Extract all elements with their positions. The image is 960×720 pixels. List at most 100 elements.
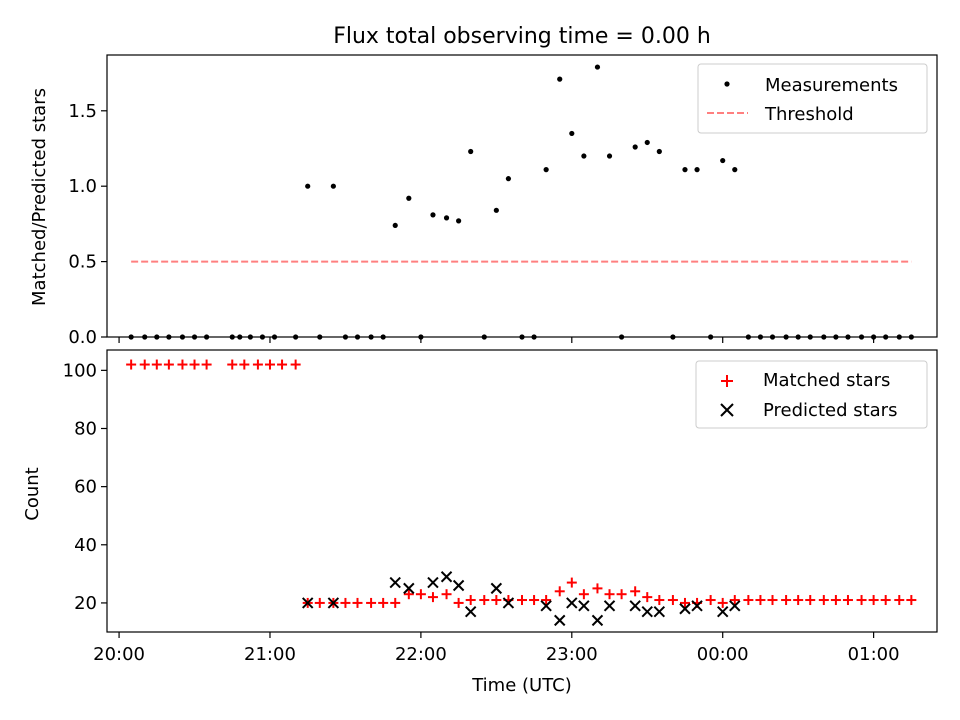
- bottom-axes-frame: [106, 349, 938, 633]
- matched-stars-point: [630, 586, 641, 597]
- matched-stars-point: [566, 577, 577, 588]
- matched-stars-point: [654, 595, 665, 606]
- bottom-plot-area: [126, 359, 917, 627]
- top-y-tick-label: 1.0: [68, 176, 97, 197]
- bottom-y-axis-label: Count: [22, 467, 43, 520]
- bottom-x-ticks: 20:00 21:00 22:00 23:00 00:00 01:00: [93, 632, 900, 665]
- top-y-tick-label: 0.5: [68, 252, 97, 273]
- measurement-point: [682, 167, 688, 173]
- predicted-stars-point: [427, 576, 439, 589]
- matched-stars-point: [729, 595, 740, 606]
- matched-stars-point: [227, 359, 238, 370]
- measurement-point: [644, 139, 650, 146]
- matched-stars-point: [252, 359, 263, 370]
- matched-stars-point: [743, 595, 754, 606]
- x-stroke: [464, 605, 477, 618]
- legend-matched-marker: [721, 375, 733, 387]
- matched-stars-point: [378, 597, 389, 608]
- matched-stars-point: [856, 595, 867, 606]
- matched-stars-point: [805, 595, 816, 606]
- predicted-stars-point: [717, 605, 729, 618]
- x-stroke: [452, 579, 465, 592]
- predicted-stars-point: [490, 582, 503, 595]
- measurement-point: [505, 176, 512, 182]
- matched-stars-point: [642, 592, 653, 603]
- x-stroke: [653, 605, 666, 618]
- predicted-stars-point: [502, 597, 515, 609]
- predicted-stars-point: [591, 614, 604, 627]
- measurement-point: [456, 218, 462, 224]
- predicted-stars-point: [566, 597, 578, 609]
- matched-stars-point: [415, 589, 426, 600]
- matched-stars-point: [441, 589, 452, 600]
- top-axes-frame: [106, 54, 938, 338]
- measurement-point: [543, 167, 549, 173]
- bottom-panel: 20 40 60 80 100 20:00 21:00 22:00 23:00 00:00 01:…: [22, 349, 938, 696]
- matched-stars-point: [717, 597, 728, 608]
- top-x-tick-marks: [118, 337, 875, 343]
- matched-stars-point: [163, 359, 174, 370]
- measurement-point: [656, 148, 662, 155]
- legend-measurements-marker: [724, 81, 730, 87]
- predicted-stars-point: [302, 597, 314, 609]
- bottom-x-tick-label: 01:00: [848, 644, 900, 665]
- matched-stars-point: [491, 595, 502, 606]
- predicted-stars-point: [327, 597, 340, 609]
- x-stroke: [554, 614, 566, 627]
- measurement-point: [720, 157, 726, 164]
- matched-stars-point: [340, 597, 351, 608]
- predicted-stars-point: [578, 600, 590, 612]
- matched-stars-point: [667, 595, 678, 606]
- measurement-point: [594, 64, 601, 70]
- legend-threshold-label: Threshold: [764, 104, 854, 125]
- x-stroke: [691, 600, 703, 612]
- matched-stars-point: [616, 589, 627, 600]
- predicted-stars-point: [554, 614, 566, 627]
- matched-stars-point: [427, 592, 438, 603]
- x-stroke: [389, 576, 401, 589]
- matched-stars-point: [239, 359, 250, 370]
- bottom-legend-box: [695, 360, 928, 429]
- x-stroke: [603, 600, 616, 612]
- matched-stars-point: [403, 589, 414, 600]
- measurement-point: [569, 130, 575, 137]
- x-stroke: [717, 605, 729, 618]
- top-y-tick-label: 1.5: [68, 101, 97, 122]
- matched-stars-point: [151, 359, 162, 370]
- measurement-point: [732, 167, 738, 173]
- matched-stars-point: [201, 359, 212, 370]
- matched-stars-point: [366, 597, 377, 608]
- measurement-point: [468, 148, 474, 155]
- bottom-x-tick-label: 00:00: [697, 644, 749, 665]
- measurement-point: [557, 76, 563, 82]
- top-legend: Measurements Threshold: [697, 63, 928, 134]
- bottom-x-tick-label: 20:00: [93, 644, 145, 665]
- x-stroke: [566, 597, 578, 609]
- top-panel: 0.0 0.5 1.0 1.5 Matched/Predicted stars Mea…: [29, 54, 938, 348]
- predicted-stars-point: [389, 576, 401, 589]
- matched-stars-point: [453, 597, 464, 608]
- x-stroke: [302, 597, 314, 609]
- x-stroke: [591, 614, 604, 627]
- x-stroke: [729, 600, 741, 612]
- measurement-point: [694, 167, 700, 173]
- measurement-point: [581, 153, 587, 159]
- chart-title: Flux total observing time = 0.00 h: [333, 24, 711, 49]
- matched-stars-point: [842, 595, 853, 606]
- matched-stars-point: [126, 359, 137, 370]
- top-y-tick-label: 0.0: [68, 327, 97, 348]
- matched-stars-point: [906, 595, 917, 606]
- matched-stars-point: [352, 597, 363, 608]
- matched-stars-point: [818, 595, 829, 606]
- measurement-point: [305, 183, 311, 189]
- x-stroke: [490, 582, 503, 595]
- bottom-y-tick-label: 80: [74, 418, 97, 439]
- matched-stars-point: [479, 595, 490, 606]
- matched-stars-point: [781, 595, 792, 606]
- predicted-stars-point: [729, 600, 741, 612]
- x-stroke: [578, 600, 590, 612]
- matched-stars-point: [767, 595, 778, 606]
- predicted-stars-point: [403, 582, 415, 595]
- x-stroke: [440, 571, 453, 583]
- matched-stars-point: [554, 586, 565, 597]
